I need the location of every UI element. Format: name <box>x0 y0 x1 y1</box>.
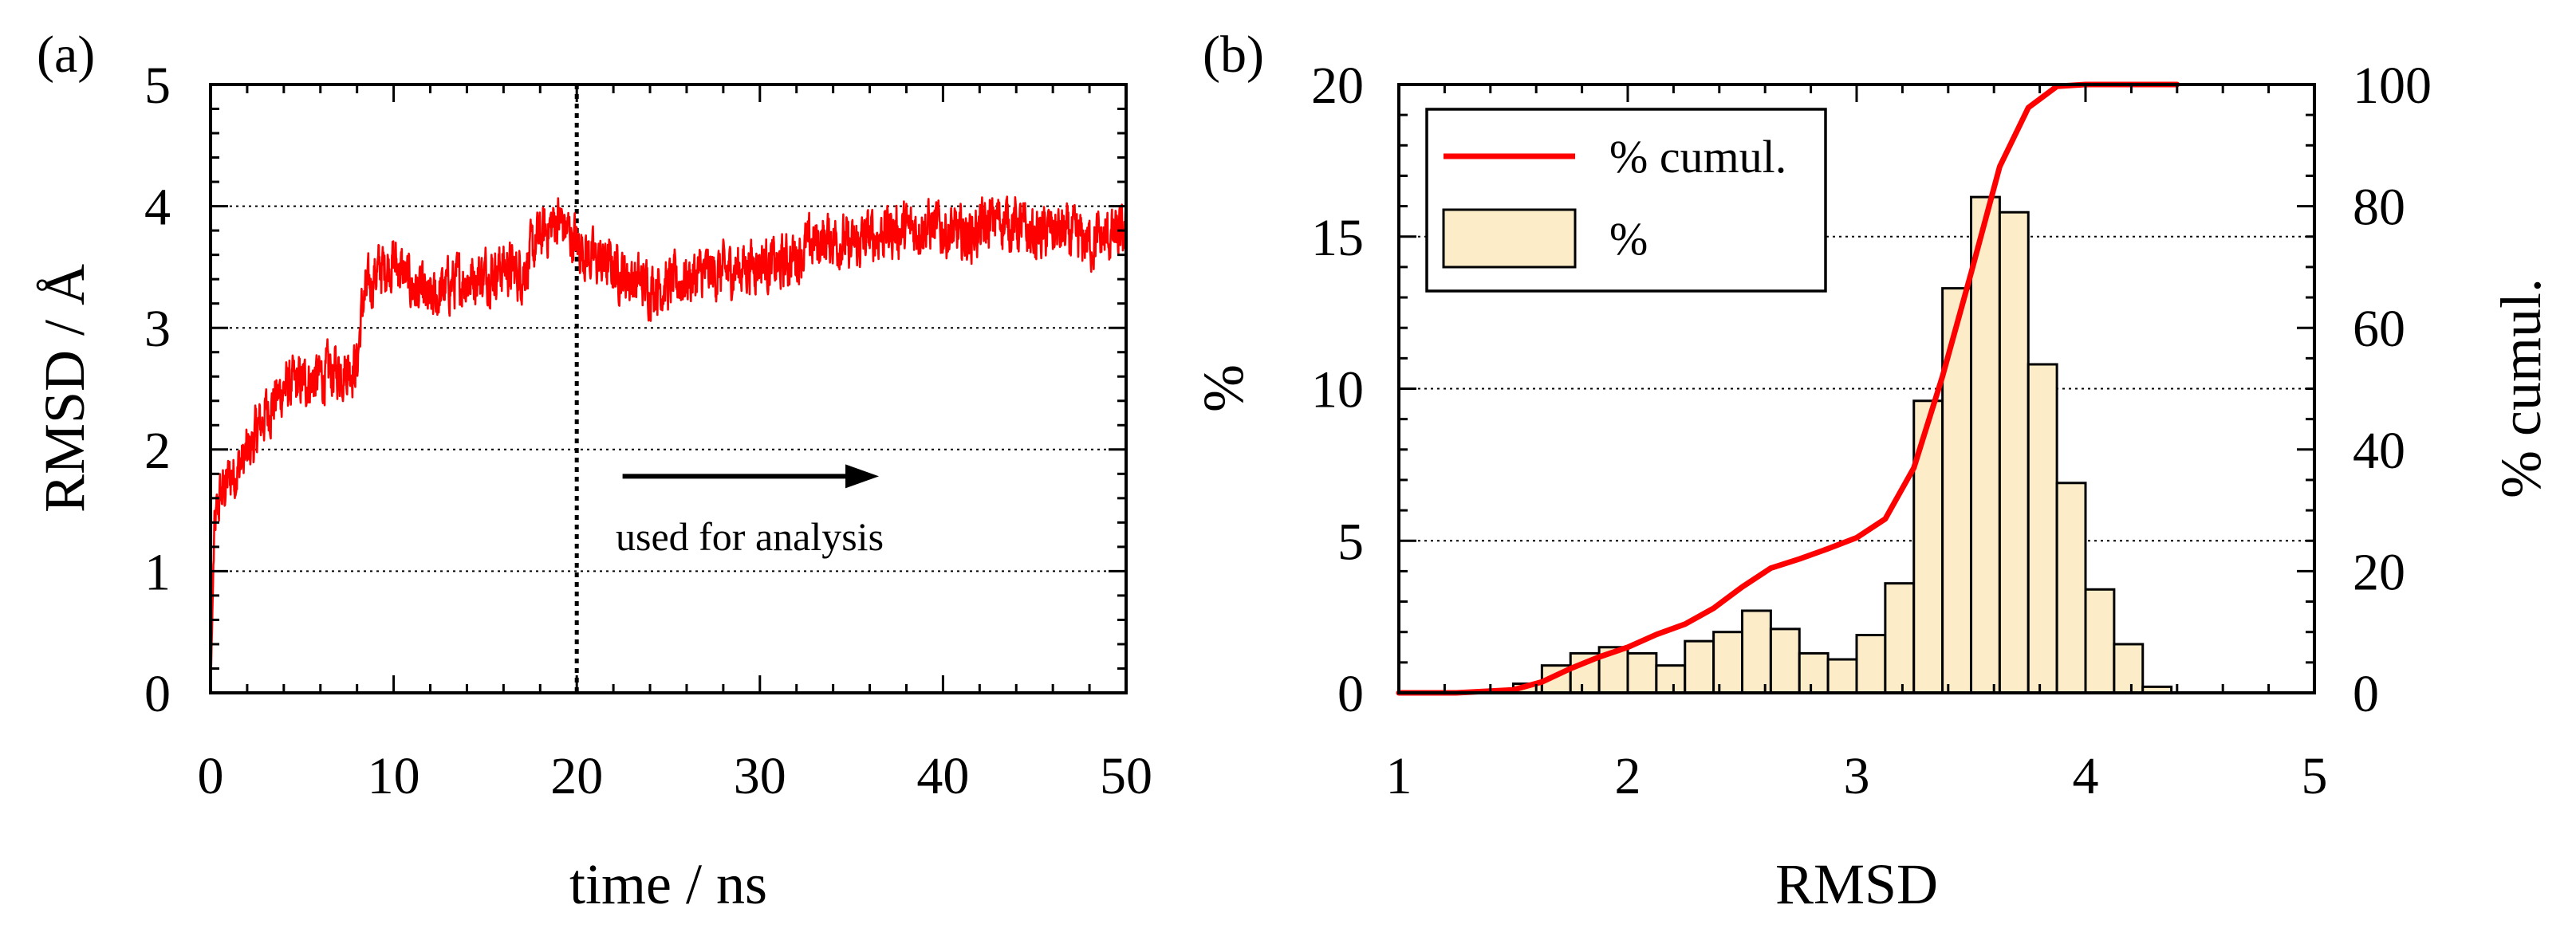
panel-a-y-tick-labels: 0 1 2 3 4 5 <box>144 57 171 723</box>
legend-label-percent: % <box>1609 213 1648 265</box>
panel-a-x-tick-label: 50 <box>1100 747 1152 805</box>
panel-a-x-tick-label: 0 <box>198 747 224 805</box>
histogram-bar <box>1712 631 1743 694</box>
panel-a-y-tick-label: 1 <box>144 543 171 601</box>
panel-b-x-tick-label: 4 <box>2073 747 2099 805</box>
panel-a-x-tick-label: 20 <box>550 747 603 805</box>
panel-a-y-tick-label: 2 <box>144 422 171 480</box>
histogram-bar <box>2027 363 2058 694</box>
histogram-bar <box>1741 609 1772 694</box>
panel-b-histogram <box>1512 195 2173 694</box>
panel-a-y-tick-label: 0 <box>144 665 171 723</box>
panel-a-ticks <box>209 83 1128 694</box>
panel-b-y-tick-label: 0 <box>1337 665 1364 723</box>
panel-b-label: (b) <box>1203 26 1264 84</box>
panel-a-label: (a) <box>37 26 95 84</box>
panel-b-x-axis-title: RMSD <box>1775 852 1938 916</box>
panel-a-frame <box>209 83 1128 694</box>
histogram-bar <box>2084 588 2116 694</box>
panel-a-rmsd-trace <box>209 195 1128 694</box>
panel-a-arrow-head <box>845 464 880 489</box>
panel-b-y-tick-label: 15 <box>1311 209 1364 267</box>
panel-b-y-tick-labels: 0 5 10 15 20 <box>1311 57 1364 723</box>
panel-b-right-tick-label: 20 <box>2353 543 2405 601</box>
panel-b-right-tick-labels: 0 20 40 60 80 100 <box>2353 57 2432 723</box>
histogram-bar <box>1884 582 1916 694</box>
panel-b-right-tick-label: 0 <box>2353 665 2379 723</box>
panel-b-y-tick-label: 10 <box>1311 361 1364 419</box>
panel-a-x-axis-title: time / ns <box>569 852 767 916</box>
panel-b-right-tick-label: 40 <box>2353 422 2405 480</box>
histogram-bar <box>1769 627 1801 694</box>
panel-a-y-tick-label: 3 <box>144 300 171 358</box>
panel-a-x-tick-label: 30 <box>734 747 786 805</box>
legend-bar-swatch <box>1442 208 1577 269</box>
panel-b-y-tick-label: 20 <box>1311 57 1364 115</box>
histogram-bar <box>2055 482 2087 694</box>
panel-b-x-tick-label: 5 <box>2302 747 2328 805</box>
panel-a-x-tick-labels: 0 10 20 30 40 50 <box>198 747 1153 805</box>
panel-b-right-tick-label: 60 <box>2353 300 2405 358</box>
panel-b-y-tick-label: 5 <box>1337 513 1364 571</box>
histogram-bar <box>1826 658 1858 694</box>
legend-label-cumul: % cumul. <box>1609 131 1786 183</box>
panel-b-legend: % cumul. % <box>1425 108 1827 293</box>
panel-a-x-tick-label: 40 <box>916 747 969 805</box>
histogram-bar <box>1941 287 1972 694</box>
histogram-bar <box>1855 634 1887 694</box>
panel-b-right-axis-title: % cumul. <box>2489 278 2553 498</box>
histogram-bar <box>1626 651 1658 694</box>
panel-a-annotation: used for analysis <box>616 514 884 559</box>
panel-b-x-tick-label: 3 <box>1844 747 1870 805</box>
histogram-bar <box>1655 664 1687 694</box>
panel-a-y-tick-label: 4 <box>144 179 171 237</box>
panel-a-y-tick-label: 5 <box>144 57 171 115</box>
histogram-bar <box>1798 651 1830 694</box>
panel-b-ticks <box>1397 83 2316 694</box>
panel-b-cumulative-line <box>1396 81 2180 696</box>
panel-b-x-tick-labels: 1 2 3 4 5 <box>1386 747 2328 805</box>
panel-a: (a) 0 10 20 30 40 50 0 1 2 3 4 5 used for analysis… <box>33 26 1152 916</box>
panel-a-y-axis-title: RMSD / Å <box>33 264 97 513</box>
panel-a-x-tick-label: 10 <box>368 747 420 805</box>
panel-b-x-tick-label: 2 <box>1615 747 1641 805</box>
panel-b-right-tick-label: 80 <box>2353 179 2405 237</box>
histogram-bar <box>1970 195 2001 694</box>
histogram-bar <box>1912 399 1944 694</box>
panel-b-right-tick-label: 100 <box>2353 57 2432 115</box>
panel-b-x-tick-label: 1 <box>1386 747 1412 805</box>
histogram-bar <box>1998 210 2030 694</box>
histogram-bar <box>1684 639 1715 694</box>
histogram-bar <box>2113 643 2145 694</box>
panel-b-y-axis-title: % <box>1191 364 1255 412</box>
